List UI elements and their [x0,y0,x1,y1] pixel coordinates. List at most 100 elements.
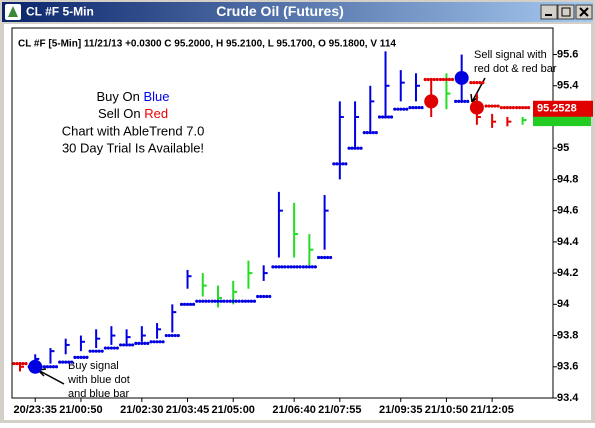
trend-dot [438,77,443,82]
trend-dot [170,333,174,338]
trend-dot [122,343,126,347]
y-tick-label: 94.2 [557,267,578,279]
trend-dot [454,99,458,103]
trend-dot [152,340,156,344]
trend-dot [317,255,321,260]
trend-dot [18,362,22,366]
chart-area [4,24,591,420]
trend-dot [12,362,16,366]
trend-dot [286,265,290,269]
trend-dot [134,341,138,345]
trend-dot [21,362,25,366]
trend-dot [335,162,339,166]
trend-dot [216,299,220,303]
trend-dot [329,255,333,260]
trend-dot [61,360,65,364]
trend-dot [362,130,366,135]
trend-dot [475,81,479,85]
close-glyph [579,7,589,17]
trend-dot [523,106,528,110]
trend-dot [204,299,208,303]
trend-dot [228,299,232,303]
maximize-button[interactable] [557,4,575,20]
trend-dot [240,299,245,303]
promo-line: Chart with AbleTrend 7.0 [62,123,205,138]
trend-dot [243,299,248,303]
trend-dot [393,107,397,111]
trend-dot [450,77,455,82]
trend-dot [338,162,342,166]
x-tick-label: 21/02:30 [120,404,163,416]
trend-dot [112,346,116,350]
trend-dot [359,146,363,150]
trend-dot [444,77,449,82]
price-tag-label: 95.2528 [537,103,577,115]
trend-dot [268,294,272,299]
trend-dot [79,355,83,360]
trend-dot [490,104,494,108]
trend-dot [119,343,123,347]
trend-dot [517,106,522,110]
trend-dot [429,77,433,82]
trend-dot [191,302,196,306]
x-tick-label: 21/10:50 [425,404,468,416]
signal-dot [424,94,439,109]
trend-dot [259,294,263,299]
trend-dot [457,99,461,103]
x-tick-label: 20/23:35 [14,404,57,416]
trend-dot [219,299,223,303]
trend-dot [97,349,101,353]
trend-dot [292,265,296,269]
window-title: CL #F 5-Min [26,5,94,19]
trend-dot [155,340,159,344]
trend-dot [179,302,184,306]
y-tick-label: 95 [557,142,569,154]
trend-dot [256,294,260,299]
trend-dot [246,299,251,303]
trend-dot [405,107,409,111]
x-tick-label: 21/05:00 [212,404,255,416]
plot-frame [11,27,554,399]
trend-dot [274,265,278,269]
trend-dot [161,340,165,344]
trend-dot [377,115,382,119]
trend-dot [307,265,311,269]
trend-dot [426,77,430,82]
trend-dot [231,299,235,303]
trend-dot [320,255,324,260]
note-line: and blue bar [68,388,129,400]
price-tag [533,100,593,117]
trend-dot [128,343,132,347]
trend-dot [195,299,199,303]
y-tick-label: 94.6 [557,205,578,217]
x-tick-label: 21/09:35 [379,404,422,416]
trend-dot [158,340,162,344]
trend-dot [45,365,50,369]
chart-header: CL #F [5-Min] 11/21/13 +0.0300 C 95.2000… [18,39,396,50]
trend-dot [466,99,470,103]
y-tick-label: 93.4 [557,392,579,404]
trend-dot [356,146,360,150]
promo-buy-word: Blue [143,89,169,104]
trend-dot [469,81,473,85]
trend-dot [289,265,293,269]
trend-dot [347,146,351,150]
trend-dot [210,299,214,303]
trend-dot [399,107,403,111]
trend-dot [417,106,421,110]
trend-dot [88,349,92,353]
minimize-button[interactable] [540,4,558,20]
app-icon-glyph [8,6,18,17]
trend-dot [164,333,168,338]
trend-dot [323,255,327,260]
trend-dot [414,106,418,110]
trend-dot [225,299,229,303]
trend-dot [100,349,104,353]
trend-dot [408,106,412,110]
trend-dot [301,265,305,269]
trend-dot [371,130,375,135]
trend-dot [140,341,144,345]
trend-dot [198,299,202,303]
trend-dot [143,341,147,345]
